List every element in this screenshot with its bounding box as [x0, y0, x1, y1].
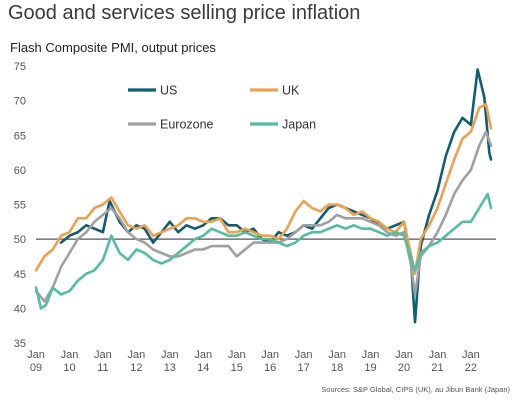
- legend-item-eurozone: Eurozone: [128, 118, 214, 132]
- y-tick-label: 65: [14, 130, 26, 142]
- x-tick-label: Jan 18: [328, 349, 346, 374]
- x-tick-label: Jan 10: [61, 349, 79, 374]
- y-tick-label: 40: [14, 303, 26, 315]
- y-tick-label: 50: [14, 234, 26, 246]
- legend-item-uk: UK: [250, 84, 300, 98]
- y-tick-label: 35: [14, 338, 26, 350]
- x-tick-label: Jan 22: [462, 349, 480, 374]
- series-line-japan: [34, 192, 493, 310]
- legend-label: Japan: [282, 118, 316, 132]
- y-tick-label: 55: [14, 200, 26, 212]
- x-tick-label: Jan 12: [127, 349, 145, 374]
- legend-item-us: US: [128, 84, 177, 98]
- chart-title: Good and services selling price inflatio…: [8, 2, 361, 24]
- x-tick-label: Jan 15: [228, 349, 246, 374]
- legend-label: Eurozone: [160, 118, 214, 132]
- source-note: Sources: S&P Global, CIPS (UK), au Jibun…: [321, 385, 510, 394]
- y-tick-label: 60: [14, 165, 26, 177]
- x-tick-label: Jan 16: [261, 349, 279, 374]
- y-tick-label: 75: [14, 61, 26, 73]
- series-line-uk: [34, 102, 493, 276]
- y-tick-label: 70: [14, 96, 26, 108]
- legend-item-japan: Japan: [250, 118, 316, 132]
- x-tick-label: Jan 11: [94, 349, 112, 374]
- legend-label: UK: [282, 84, 300, 98]
- series-line-us: [59, 68, 493, 324]
- x-tick-label: Jan 20: [395, 349, 413, 374]
- x-tick-label: Jan 19: [362, 349, 380, 374]
- y-tick-label: 45: [14, 269, 26, 281]
- legend-label: US: [160, 84, 177, 98]
- x-tick-label: Jan 14: [194, 349, 212, 374]
- x-tick-label: Jan 09: [27, 349, 45, 374]
- y-axis-title: Flash Composite PMI, output prices: [10, 40, 216, 55]
- series-lines: [34, 68, 493, 324]
- x-tick-label: Jan 21: [429, 349, 447, 374]
- x-tick-labels: Jan 09 Jan 10 Jan 11 Jan 12 Jan 13 Jan 14 Jan 15 Jan 16…: [27, 349, 480, 374]
- x-tick-label: Jan 13: [161, 349, 179, 374]
- legend: US UK Eurozone Japan: [128, 84, 316, 132]
- series-line-eurozone: [34, 130, 493, 303]
- y-tick-labels: 35 40 45 50 55 60 65 70 75: [14, 61, 26, 350]
- x-tick-label: Jan 17: [295, 349, 313, 374]
